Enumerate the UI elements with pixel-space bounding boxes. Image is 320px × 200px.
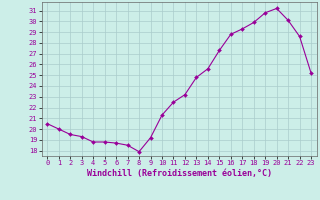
X-axis label: Windchill (Refroidissement éolien,°C): Windchill (Refroidissement éolien,°C) bbox=[87, 169, 272, 178]
